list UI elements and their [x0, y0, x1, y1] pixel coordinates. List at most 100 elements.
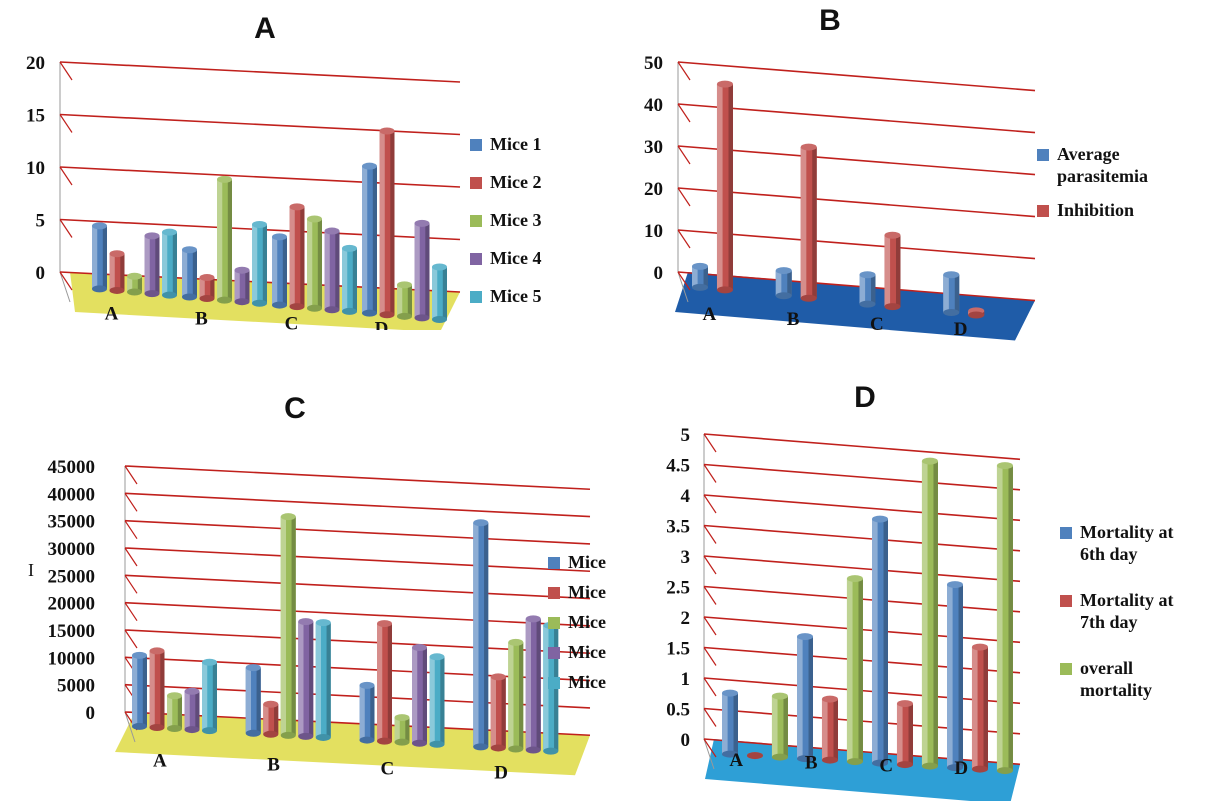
bar-cap	[315, 619, 331, 627]
bar	[490, 673, 506, 752]
bar-base	[280, 731, 296, 739]
gridline	[59, 61, 461, 83]
bar-cap	[298, 618, 314, 626]
bar-cap	[162, 228, 177, 236]
bar-cap	[859, 271, 876, 279]
legend-swatch	[470, 253, 482, 265]
bar	[92, 222, 107, 293]
legend-label: Mice 2	[490, 172, 541, 192]
gridline	[59, 113, 461, 136]
bar-highlight	[947, 584, 953, 768]
legend-swatch	[1060, 527, 1072, 539]
bar	[182, 246, 197, 301]
gridline-depth	[124, 520, 138, 539]
gridline-depth	[124, 602, 138, 621]
bar	[272, 233, 287, 309]
legend-label: Mice	[568, 642, 606, 662]
x-tick-label: D	[375, 318, 389, 330]
bar-base	[245, 729, 261, 737]
bar-cap	[263, 700, 279, 708]
bar-base	[149, 723, 165, 731]
bar-highlight	[473, 522, 479, 747]
gridline	[703, 494, 1021, 522]
x-tick-label: D	[494, 763, 508, 784]
bar-highlight	[377, 623, 383, 742]
bar-highlight	[245, 667, 251, 734]
bar-base	[362, 309, 377, 317]
bar-base	[775, 292, 792, 300]
legend-swatch	[470, 177, 482, 189]
bar-cap	[379, 127, 395, 135]
bar	[397, 281, 412, 320]
gridline	[677, 145, 1036, 176]
bar-highlight	[234, 270, 240, 302]
bar	[377, 620, 392, 745]
bar-cap	[362, 162, 377, 170]
gridline	[124, 492, 591, 518]
bar-base	[298, 732, 314, 740]
bar-cap	[414, 219, 430, 227]
x-tick-label: A	[153, 750, 167, 771]
y-tick-label: 5000	[57, 676, 95, 697]
gridline	[703, 433, 1021, 461]
legend-swatch	[1060, 595, 1072, 607]
y-tick-label: 4.5	[666, 456, 690, 477]
bar-cap	[473, 519, 489, 527]
bar-highlight	[199, 277, 205, 299]
bar-base	[315, 733, 331, 741]
bar-highlight	[397, 284, 403, 317]
gridline	[124, 574, 591, 600]
bar-base	[943, 309, 960, 317]
gridline-depth	[677, 103, 691, 123]
bar-base	[109, 286, 125, 294]
legend-label: Mice 3	[490, 210, 541, 230]
bar-cap	[359, 681, 375, 689]
bar-shadow	[933, 461, 938, 767]
bar	[896, 700, 913, 769]
bar-cap	[884, 231, 901, 239]
bar-shadow	[387, 623, 392, 742]
y-tick-label: 25000	[48, 566, 96, 587]
bar-shadow	[808, 636, 813, 759]
x-tick-label: B	[195, 309, 208, 330]
y-tick-label: 30000	[48, 539, 96, 560]
gridline-depth	[703, 586, 717, 605]
gridline	[703, 524, 1021, 552]
y-tick-label: 10	[26, 158, 45, 179]
bar-highlight	[342, 248, 348, 312]
bar-shadow	[227, 179, 232, 301]
bar-base	[473, 743, 489, 751]
legend-swatch	[470, 215, 482, 227]
legend-label: Inhibition	[1057, 200, 1134, 220]
y-tick-label: 15000	[48, 621, 96, 642]
bar-shadow	[102, 225, 107, 289]
gridline-depth	[703, 708, 717, 727]
bar-highlight	[508, 642, 514, 749]
y-tick-label: 20	[26, 53, 45, 74]
legend-label: Mice 5	[490, 286, 541, 306]
bar-cap	[144, 232, 160, 240]
bar-highlight	[217, 179, 223, 301]
bar-highlight	[362, 166, 368, 314]
chart-panel-b: B 0 10 20 30 40 50 A B C D Average parasitemia Inhibi…	[605, 0, 1213, 360]
bar-highlight	[359, 685, 365, 741]
bar-base	[307, 304, 322, 312]
bar	[771, 692, 788, 761]
bar	[127, 272, 142, 296]
y-tick-label: 20000	[48, 594, 96, 615]
bar-shadow	[858, 578, 863, 762]
y-tick-label: 0	[86, 703, 96, 724]
bar-cap	[397, 281, 412, 289]
bar-cap	[872, 515, 888, 523]
bar-cap	[692, 262, 708, 270]
bar	[149, 647, 165, 731]
bar-shadow	[282, 236, 287, 306]
bar-cap	[429, 653, 445, 661]
bar	[821, 695, 838, 764]
bar-highlight	[943, 274, 949, 313]
legend-swatch	[1060, 663, 1072, 675]
bar-shadow	[883, 519, 888, 764]
gridline-depth	[677, 187, 691, 207]
legend-label: Average parasitemia	[1057, 144, 1148, 186]
gridline-depth	[703, 433, 717, 453]
